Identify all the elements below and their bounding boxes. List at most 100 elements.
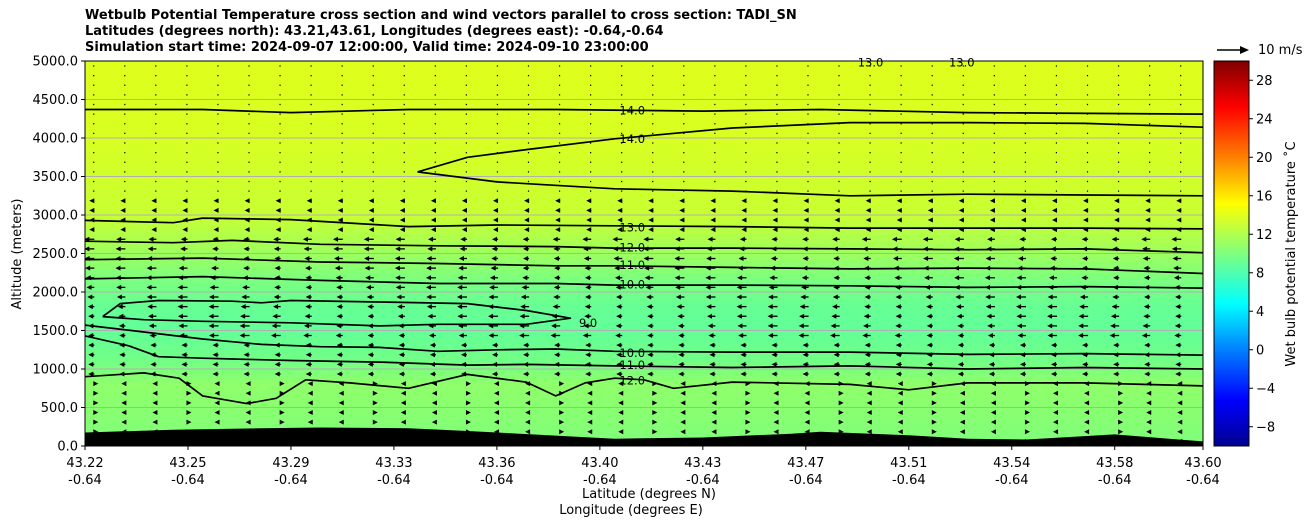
wind-vector-head — [1174, 323, 1180, 329]
wind-vector-head — [736, 284, 742, 290]
wind-vector-head — [208, 313, 214, 319]
wind-vector-head — [305, 304, 311, 310]
wind-vector-head — [652, 429, 658, 435]
wind-vector-head — [398, 352, 404, 358]
wind-vector-head — [802, 371, 808, 377]
wind-vector-head — [186, 419, 192, 425]
wind-vector-head — [214, 381, 220, 387]
wind-vector-head — [332, 236, 338, 242]
wind-vector-head — [1019, 371, 1025, 377]
wind-vector-head — [984, 275, 990, 281]
wind-vector-head — [303, 246, 309, 252]
wind-vector-head — [834, 207, 840, 213]
wind-vector-head — [614, 265, 620, 271]
wind-vector-head — [1110, 323, 1116, 329]
wind-vector-head — [1177, 419, 1183, 425]
wind-vector-head — [931, 381, 937, 387]
wind-vector-head — [554, 342, 560, 348]
wind-vector-head — [927, 207, 933, 213]
wind-vector-head — [365, 284, 371, 290]
wind-vector-head — [426, 256, 432, 262]
wind-vector-head — [799, 304, 805, 310]
wind-vectors — [85, 65, 1183, 444]
wind-vector-head — [711, 410, 717, 416]
wind-vector-head — [1143, 313, 1149, 319]
wind-vector-head — [1175, 361, 1181, 367]
wind-vector-head — [494, 381, 500, 387]
wind-vector-head — [1078, 333, 1084, 339]
wind-vector-head — [427, 313, 433, 319]
wind-vector-head — [307, 410, 313, 416]
wind-vector-head — [121, 381, 127, 387]
colorbar-tick-label: −4 — [1256, 382, 1275, 397]
wind-vector-head — [931, 390, 937, 396]
wind-vector-head — [1024, 429, 1030, 435]
wind-vector-head — [1112, 294, 1118, 300]
wind-vector-head — [741, 227, 747, 233]
wind-vector-head — [519, 313, 525, 319]
wind-vector-head — [1113, 342, 1119, 348]
wind-vector-head — [457, 275, 463, 281]
wind-vector-head — [306, 207, 312, 213]
wind-vector-head — [985, 304, 991, 310]
wind-vector-head — [1141, 333, 1147, 339]
wind-vector-head — [494, 400, 500, 406]
wind-vector-head — [648, 227, 654, 233]
wind-vector-head — [492, 342, 498, 348]
wind-vector-head — [897, 381, 903, 387]
wind-vector-head — [864, 304, 870, 310]
wind-vector-head — [710, 227, 716, 233]
y-tick-label: 1000.0 — [33, 363, 79, 378]
wind-vector-head — [926, 361, 932, 367]
wind-vector-head — [800, 294, 806, 300]
contour-label: 13.0 — [949, 56, 975, 70]
wind-vector-head — [738, 333, 744, 339]
contour-label: 12.0 — [619, 374, 645, 388]
wind-vector-head — [523, 342, 529, 348]
wind-vector-head — [926, 313, 932, 319]
wind-vector-head — [363, 236, 369, 242]
wind-vector-head — [93, 410, 99, 416]
wind-vector-head — [489, 275, 495, 281]
wind-vector-head — [494, 419, 500, 425]
wind-vector-head — [803, 217, 809, 223]
wind-vector-head — [522, 265, 528, 271]
wind-vector-head — [895, 342, 901, 348]
wind-vector-head — [834, 217, 840, 223]
wind-vector-head — [927, 217, 933, 223]
wind-vector-head — [1083, 198, 1089, 204]
wind-vector-head — [522, 275, 528, 281]
wind-vector-head — [705, 275, 711, 281]
wind-vector-head — [891, 236, 897, 242]
wind-vector-head — [866, 400, 872, 406]
wind-vector-head — [180, 236, 186, 242]
wind-vector-head — [616, 304, 622, 310]
wind-vector-head — [706, 304, 712, 310]
wind-vector-head — [430, 198, 436, 204]
wind-vector-head — [745, 429, 751, 435]
wind-vector-head — [1173, 275, 1179, 281]
wind-vector-head — [1016, 313, 1022, 319]
wind-vector-head — [553, 294, 559, 300]
wind-vector-head — [615, 333, 621, 339]
wind-vector-head — [586, 227, 592, 233]
title-line-3: Simulation start time: 2024-09-07 12:00:… — [85, 40, 649, 55]
wind-vector-head — [460, 236, 466, 242]
wind-vector-head — [115, 265, 121, 271]
wind-vector-head — [798, 333, 804, 339]
wind-vector-head — [338, 410, 344, 416]
wind-vector-head — [736, 304, 742, 310]
wind-vector-head — [679, 217, 685, 223]
wind-vector-head — [804, 419, 810, 425]
wind-vector-head — [245, 381, 251, 387]
wind-vector-head — [866, 410, 872, 416]
wind-vector-head — [1020, 207, 1026, 213]
wind-vector-head — [147, 304, 153, 310]
wind-vector-head — [585, 294, 591, 300]
contour-label: 9.0 — [579, 316, 597, 330]
wind-vector-head — [583, 256, 589, 262]
x-tick-label-lon: -0.64 — [686, 473, 720, 488]
contour-label: 13.0 — [619, 220, 645, 234]
wind-vector-head — [1016, 323, 1022, 329]
wind-vector-head — [430, 207, 436, 213]
